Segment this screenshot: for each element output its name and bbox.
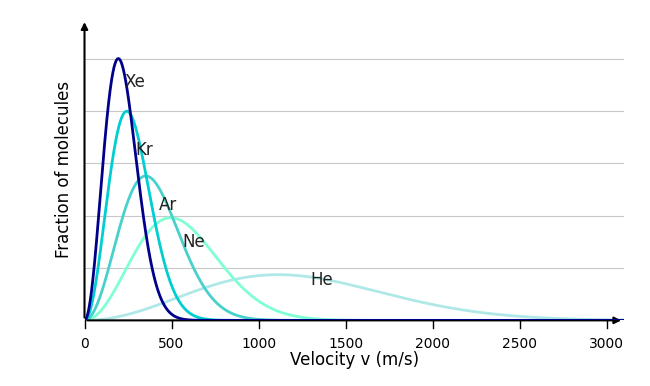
- Text: 0: 0: [80, 337, 89, 351]
- Text: 2000: 2000: [415, 337, 450, 351]
- X-axis label: Velocity v (m/s): Velocity v (m/s): [290, 351, 419, 369]
- Text: Ar: Ar: [159, 196, 177, 214]
- Text: He: He: [311, 271, 333, 289]
- Text: 1500: 1500: [328, 337, 363, 351]
- Text: 1000: 1000: [241, 337, 276, 351]
- Text: Kr: Kr: [135, 141, 153, 159]
- Text: Ne: Ne: [182, 233, 205, 251]
- Text: 3000: 3000: [589, 337, 624, 351]
- Y-axis label: Fraction of molecules: Fraction of molecules: [55, 81, 73, 258]
- Text: 2500: 2500: [502, 337, 537, 351]
- Text: 500: 500: [159, 337, 185, 351]
- Text: Xe: Xe: [125, 73, 146, 91]
